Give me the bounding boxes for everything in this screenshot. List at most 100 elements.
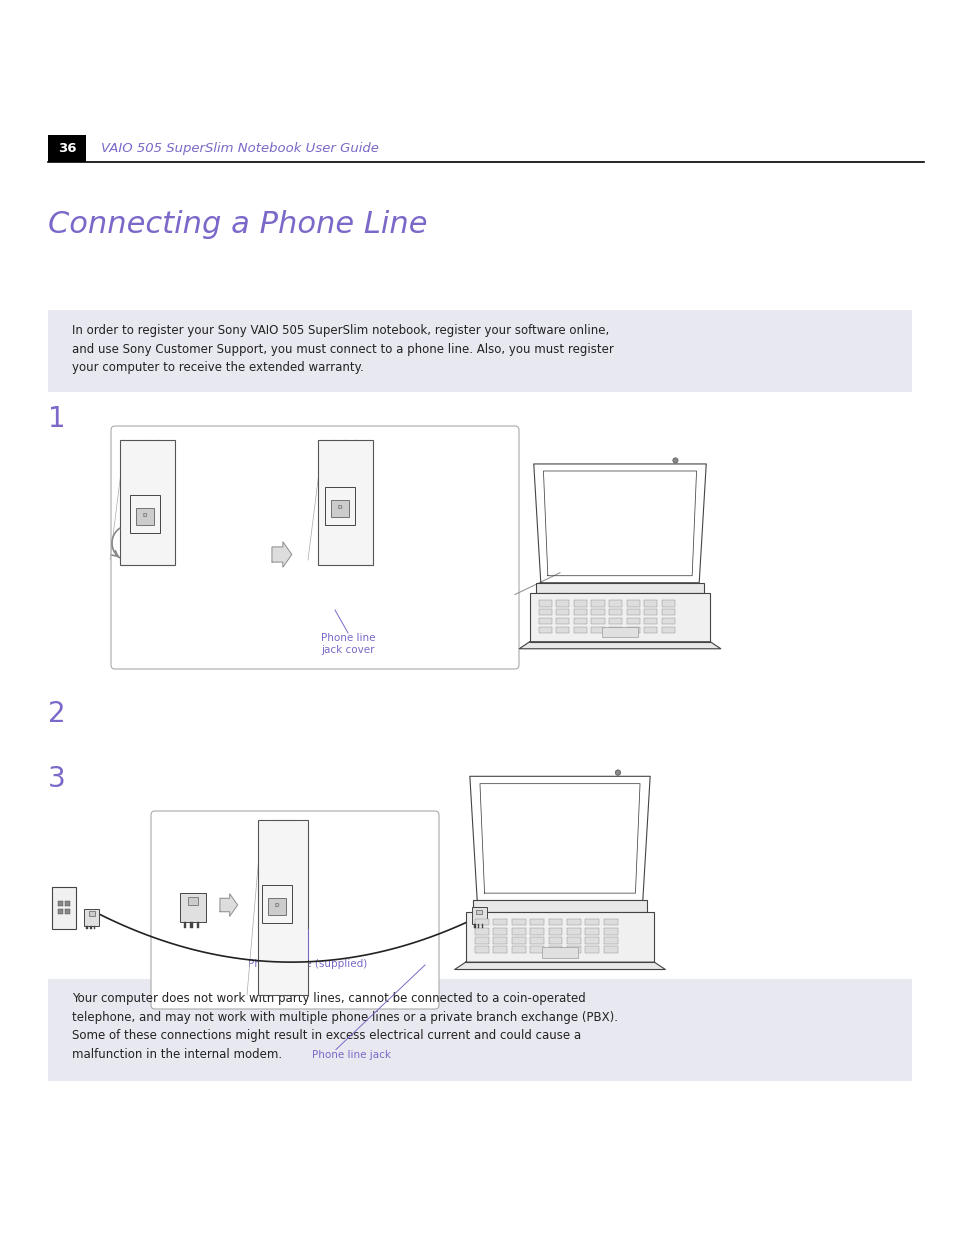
Bar [188, 897, 197, 905]
Bar [603, 927, 617, 935]
Polygon shape [272, 542, 292, 567]
Bar [661, 609, 675, 615]
Bar [196, 921, 199, 927]
Bar [548, 919, 561, 925]
Bar [262, 884, 292, 923]
Bar [130, 495, 159, 534]
Bar [556, 609, 569, 615]
Bar [475, 937, 488, 944]
Polygon shape [518, 642, 720, 648]
Bar [477, 924, 479, 927]
Text: 36: 36 [58, 142, 76, 156]
Bar [536, 583, 703, 593]
Bar [475, 919, 488, 925]
Bar [661, 626, 675, 632]
Bar [472, 906, 486, 925]
Text: Phone cable (supplied): Phone cable (supplied) [248, 960, 367, 969]
Text: 3: 3 [48, 764, 66, 793]
Bar [90, 926, 91, 929]
Bar [556, 618, 569, 624]
Circle shape [615, 769, 620, 776]
Bar [331, 500, 349, 517]
Polygon shape [220, 894, 237, 916]
Bar [475, 946, 488, 953]
Bar [180, 893, 205, 923]
Bar [184, 921, 186, 927]
Bar [591, 609, 604, 615]
Bar [317, 440, 373, 564]
Circle shape [672, 458, 678, 463]
Bar [511, 919, 525, 925]
Bar [325, 487, 355, 525]
Bar [548, 937, 561, 944]
Bar [585, 946, 598, 953]
Text: D: D [337, 505, 342, 510]
Bar [573, 626, 586, 632]
Bar [573, 618, 586, 624]
Bar [626, 618, 639, 624]
Bar [566, 946, 580, 953]
Bar [548, 946, 561, 953]
Bar [608, 609, 621, 615]
Text: Phone line jack: Phone line jack [312, 1050, 390, 1060]
Bar [603, 919, 617, 925]
Bar [476, 910, 482, 914]
Bar [268, 898, 286, 915]
Polygon shape [455, 962, 664, 969]
Bar [472, 900, 647, 911]
Bar [566, 919, 580, 925]
Bar [65, 902, 71, 906]
Text: Connecting a Phone Line: Connecting a Phone Line [48, 210, 427, 240]
Bar [48, 135, 86, 162]
Bar [529, 593, 709, 642]
Bar [493, 927, 507, 935]
Bar [481, 924, 483, 927]
Bar [474, 924, 476, 927]
FancyBboxPatch shape [151, 811, 438, 1009]
FancyBboxPatch shape [111, 426, 518, 669]
Bar [86, 926, 88, 929]
Text: Phone line
jack cover: Phone line jack cover [320, 634, 375, 655]
Text: VAIO 505 SuperSlim Notebook User Guide: VAIO 505 SuperSlim Notebook User Guide [101, 142, 378, 156]
Bar [511, 927, 525, 935]
Bar [626, 609, 639, 615]
Bar [493, 919, 507, 925]
Bar [93, 926, 95, 929]
Bar [538, 626, 551, 632]
Bar [136, 508, 153, 525]
Bar [591, 626, 604, 632]
Bar [48, 310, 911, 391]
Bar [556, 626, 569, 632]
Bar [493, 937, 507, 944]
Bar [661, 618, 675, 624]
Bar [591, 618, 604, 624]
Bar [643, 609, 657, 615]
Bar [538, 609, 551, 615]
Bar [661, 600, 675, 606]
Bar [52, 887, 76, 929]
Bar [58, 902, 63, 906]
Bar [591, 600, 604, 606]
Bar [626, 626, 639, 632]
Bar [566, 937, 580, 944]
Bar [643, 618, 657, 624]
Bar [465, 911, 654, 962]
Bar [530, 937, 543, 944]
Bar [585, 927, 598, 935]
Bar [511, 937, 525, 944]
Bar [643, 600, 657, 606]
Bar [257, 820, 308, 995]
Bar [585, 937, 598, 944]
Bar [573, 609, 586, 615]
Bar [120, 440, 174, 564]
Bar [573, 600, 586, 606]
Text: 1: 1 [48, 405, 66, 433]
Bar [601, 626, 637, 637]
Bar [541, 946, 578, 957]
Bar [548, 927, 561, 935]
Bar [493, 946, 507, 953]
Text: In order to register your Sony VAIO 505 SuperSlim notebook, register your softwa: In order to register your Sony VAIO 505 … [71, 324, 613, 374]
Bar [608, 600, 621, 606]
Text: Your computer does not work with party lines, cannot be connected to a coin-oper: Your computer does not work with party l… [71, 992, 618, 1061]
Bar [65, 909, 71, 914]
